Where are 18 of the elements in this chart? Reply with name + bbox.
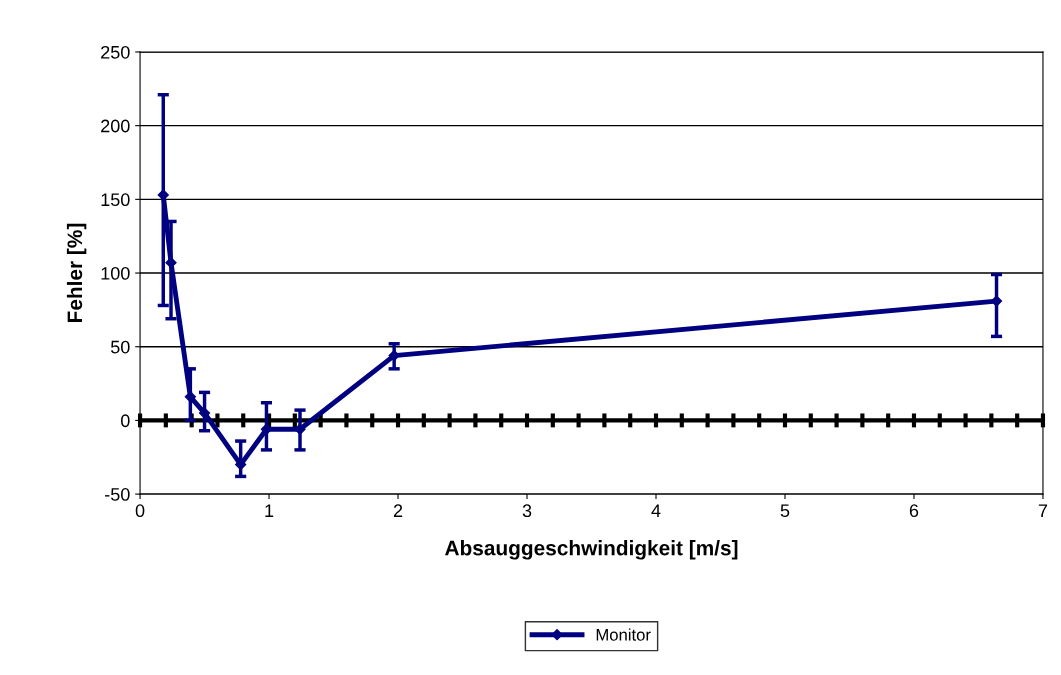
x-tick-label: 4 <box>651 504 661 517</box>
y-tick-label: 100 <box>101 266 130 280</box>
y-tick-label: 50 <box>110 340 130 354</box>
legend-label: Monitor <box>596 628 651 641</box>
y-tick-label: 0 <box>120 414 130 428</box>
x-tick-label: 5 <box>780 504 790 518</box>
x-tick-label: 2 <box>393 504 403 517</box>
y-tick-label: 200 <box>101 119 130 133</box>
y-tick-label: -50 <box>105 488 130 501</box>
x-tick-label: 7 <box>1038 504 1048 517</box>
x-tick-label: 1 <box>265 504 274 517</box>
x-tick-label: 0 <box>135 504 145 518</box>
y-tick-label: 150 <box>101 193 130 207</box>
x-tick-label: 6 <box>909 504 919 518</box>
y-tick-label: 250 <box>101 45 130 59</box>
y-axis-title: Fehler [%] <box>66 223 87 322</box>
x-tick-label: 3 <box>522 504 532 518</box>
x-axis-title: Absauggeschwindigkeit [m/s] <box>445 540 738 560</box>
